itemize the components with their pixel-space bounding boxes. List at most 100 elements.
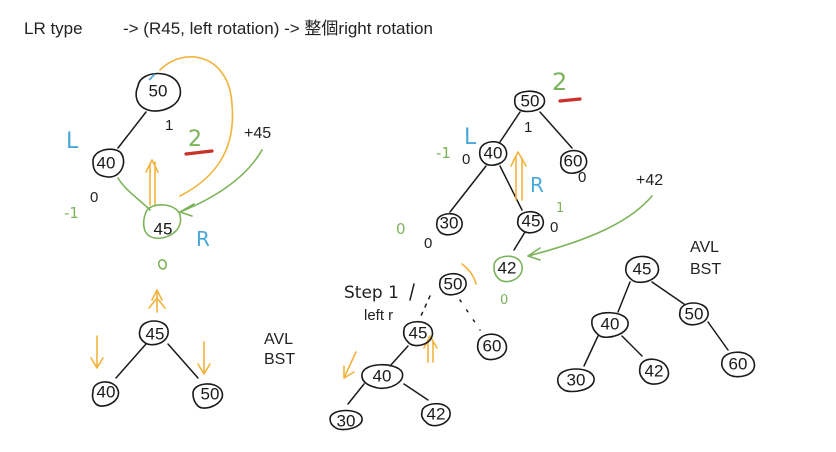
svg-text:60: 60 — [483, 337, 502, 356]
balance-40-small-r: 0 — [462, 151, 470, 168]
edge-40-30-final — [583, 335, 599, 367]
up-arrow-orange-r — [510, 151, 527, 201]
step-mark — [409, 283, 415, 301]
node-40-leaf: 40 — [91, 381, 120, 407]
svg-text:40: 40 — [373, 367, 392, 386]
svg-text:45: 45 — [522, 212, 541, 231]
edge-40-30-step — [347, 383, 365, 405]
svg-text:60: 60 — [729, 355, 748, 374]
insert-42-label: +42 — [636, 172, 663, 189]
edge-45-42-r — [513, 231, 526, 251]
avl-label-right: AVL — [690, 239, 719, 256]
balance-42-r: 0 — [500, 293, 508, 308]
edge-40-42-final — [621, 335, 643, 357]
svg-text:45: 45 — [409, 324, 428, 343]
svg-text:40: 40 — [97, 154, 116, 173]
svg-text:30: 30 — [567, 371, 586, 390]
node-45-step: 45 — [402, 320, 434, 347]
right-before-tree: 50 40 60 30 45 42 2 1 L -1 0 0 R 0 0 — [396, 68, 663, 308]
svg-text:50: 50 — [685, 305, 704, 324]
edge-50-60-r — [539, 111, 573, 149]
step-label: Step 1 — [344, 283, 399, 303]
svg-text:30: 30 — [440, 214, 459, 233]
node-45: 45 — [142, 204, 182, 240]
down-arrow-left — [90, 335, 104, 369]
svg-text:30: 30 — [337, 412, 356, 431]
edge-40-30-r — [449, 165, 487, 213]
balance-40-r: -1 — [436, 144, 451, 162]
annotation-R: R — [196, 227, 210, 251]
red-mark-right — [558, 97, 582, 103]
bst-label-left: BST — [264, 351, 295, 368]
svg-text:42: 42 — [498, 259, 517, 278]
balance-60-r: 0 — [578, 169, 586, 186]
svg-text:50: 50 — [521, 92, 540, 111]
node-42-final: 42 — [638, 358, 670, 385]
node-30-step: 30 — [329, 409, 363, 431]
node-40: 40 — [92, 148, 125, 178]
balance-45-r: 0 — [550, 219, 558, 236]
annotation-L-r: L — [464, 125, 477, 150]
node-40-final: 40 — [591, 311, 629, 338]
svg-text:50: 50 — [149, 82, 168, 101]
edge-45-40-final — [617, 281, 631, 313]
node-60-final: 60 — [720, 351, 756, 378]
left-before-tree: 50 40 45 1 0 -1 2 L R +45 — [64, 56, 271, 251]
edge-45-50 — [167, 343, 199, 379]
svg-text:42: 42 — [645, 362, 664, 381]
balance-45: -1 — [64, 204, 79, 222]
edge-40-45-r — [499, 165, 523, 211]
rotation-curve-orange — [159, 56, 234, 197]
node-30-final: 30 — [556, 368, 595, 393]
step-sub-label: left r — [364, 307, 393, 324]
step-tree: Step 1 left r 50 45 60 40 30 — [329, 263, 508, 431]
balance-30-r: 0 — [396, 220, 406, 238]
lr-type-title: LR type — [24, 19, 83, 38]
balance-50-r: 1 — [524, 119, 532, 136]
node-45-r: 45 — [516, 210, 545, 234]
up-arrow-orange — [145, 159, 159, 206]
node-45-final: 45 — [624, 255, 660, 284]
edge-40-42-step — [403, 383, 429, 401]
edge-50-60-final — [707, 321, 729, 351]
balance-30-small-r: 0 — [424, 235, 432, 252]
bst-label-right: BST — [690, 261, 721, 278]
balance-40: 0 — [90, 189, 98, 206]
annotation-2: 2 — [188, 127, 202, 152]
insert-arrow-green-r — [527, 195, 653, 261]
svg-text:50: 50 — [444, 275, 463, 294]
node-60-step: 60 — [476, 333, 508, 361]
node-45-root: 45 — [138, 320, 169, 346]
svg-text:40: 40 — [601, 315, 620, 334]
node-60-r: 60 — [559, 149, 588, 174]
node-50-leaf: 50 — [192, 383, 224, 409]
node-50-step: 50 — [438, 272, 467, 296]
left-after-tree: 45 40 50 — [90, 320, 224, 409]
svg-text:40: 40 — [484, 144, 503, 163]
annotation-2-r: 2 — [552, 68, 567, 96]
annotation-L: L — [66, 129, 79, 154]
node-42-r: 42 — [493, 255, 523, 283]
svg-text:45: 45 — [154, 220, 173, 239]
node-50-r: 50 — [513, 90, 546, 113]
up-arrows-orange — [148, 289, 166, 313]
node-40-r: 40 — [478, 140, 508, 166]
node-42-step: 42 — [420, 402, 451, 427]
rotation-rule-text: -> (R45, left rotation) -> 整個right rotat… — [123, 19, 433, 38]
down-arrow-right — [197, 341, 211, 375]
edge-50-40 — [117, 111, 147, 149]
svg-text:40: 40 — [97, 383, 116, 402]
balance-50: 1 — [165, 117, 173, 134]
small-circle-green — [157, 259, 167, 270]
edge-50-40-r — [499, 111, 521, 143]
edge-40-45-green — [117, 177, 151, 211]
edge-45-50-final — [651, 281, 685, 305]
edge-45-40 — [115, 343, 147, 379]
svg-text:50: 50 — [201, 385, 220, 404]
edge-45-40-step — [389, 345, 409, 367]
svg-text:60: 60 — [564, 152, 583, 171]
node-50-final: 50 — [678, 302, 709, 326]
svg-text:45: 45 — [146, 325, 165, 344]
down-arrow-step — [343, 351, 357, 379]
